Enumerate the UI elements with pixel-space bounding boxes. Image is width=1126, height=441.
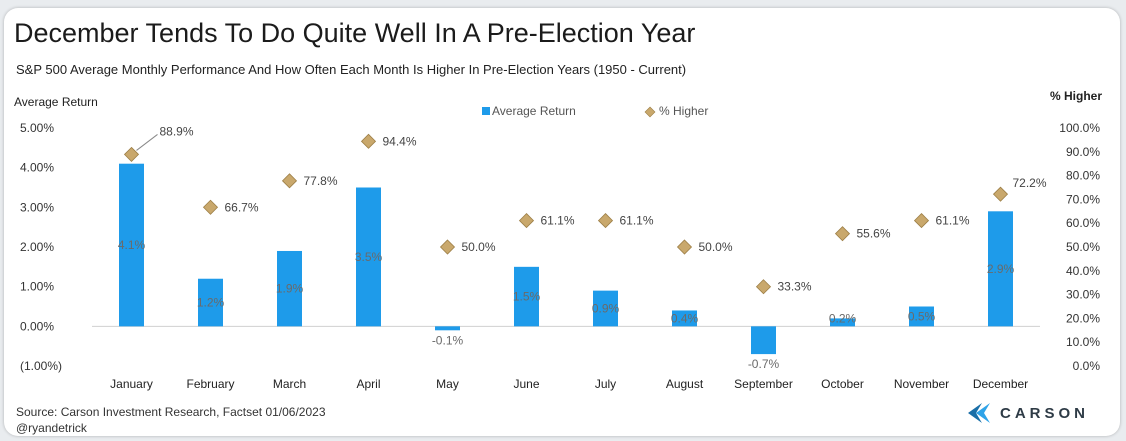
- y-axis-right-label: % Higher: [1050, 89, 1102, 103]
- y-left-tick-label: 0.00%: [20, 319, 54, 333]
- marker-data-label: 61.1%: [936, 214, 970, 228]
- marker-data-label: 88.9%: [160, 124, 194, 138]
- x-tick-label: June: [513, 377, 539, 391]
- x-tick-label: September: [734, 377, 793, 391]
- bar-average-return: [593, 290, 618, 327]
- marker-pct-higher: [676, 239, 693, 255]
- marker-pct-higher: [360, 133, 377, 149]
- x-tick-label: November: [894, 377, 949, 391]
- marker-pct-higher: [439, 239, 456, 255]
- marker-pct-higher: [755, 279, 772, 295]
- y-right-tick-label: 20.0%: [1066, 311, 1100, 325]
- y-right-tick-label: 60.0%: [1066, 216, 1100, 230]
- marker-data-label: 61.1%: [620, 214, 654, 228]
- x-tick-label: January: [110, 377, 153, 391]
- legend-swatch-bar: [482, 107, 490, 115]
- y-left-tick-label: 1.00%: [20, 280, 54, 294]
- bar-average-return: [672, 310, 697, 327]
- bar-average-return: [356, 187, 381, 327]
- y-left-tick-label: 2.00%: [20, 240, 54, 254]
- marker-pct-higher: [281, 173, 298, 189]
- x-tick-label: May: [436, 377, 459, 391]
- marker-data-label: 50.0%: [699, 240, 733, 254]
- y-right-tick-label: 90.0%: [1066, 145, 1100, 159]
- y-right-tick-label: 50.0%: [1066, 240, 1100, 254]
- y-right-tick-label: 0.0%: [1073, 359, 1101, 373]
- marker-pct-higher: [913, 213, 930, 229]
- bar-data-label: 1.2%: [197, 296, 225, 310]
- y-axis-left-label: Average Return: [14, 95, 98, 109]
- y-right-tick-label: 80.0%: [1066, 169, 1100, 183]
- bar-data-label: -0.1%: [432, 333, 464, 347]
- carson-logo: CARSON: [968, 402, 1089, 424]
- bar-data-label: 0.9%: [592, 301, 620, 315]
- marker-pct-higher: [123, 146, 140, 162]
- bar-data-label: 0.5%: [908, 309, 936, 323]
- bar-average-return: [988, 211, 1013, 327]
- marker-data-label: 33.3%: [778, 280, 812, 294]
- y-left-tick-label: 4.00%: [20, 161, 54, 175]
- x-tick-label: March: [273, 377, 306, 391]
- marker-data-label: 55.6%: [857, 227, 891, 241]
- marker-data-label: 72.2%: [1013, 176, 1047, 190]
- bar-data-label: 3.5%: [355, 250, 383, 264]
- bar-average-return: [198, 278, 223, 327]
- chart-card: [4, 8, 1120, 436]
- marker-pct-higher: [834, 226, 851, 242]
- y-right-tick-label: 10.0%: [1066, 335, 1100, 349]
- marker-data-label: 94.4%: [383, 134, 417, 148]
- bar-average-return: [909, 306, 934, 327]
- bar-data-label: 1.9%: [276, 282, 304, 296]
- marker-data-label: 50.0%: [462, 240, 496, 254]
- bar-average-return: [277, 250, 302, 327]
- chart-title: December Tends To Do Quite Well In A Pre…: [14, 18, 696, 48]
- y-left-tick-label: 3.00%: [20, 200, 54, 214]
- marker-pct-higher: [518, 213, 535, 229]
- x-tick-label: October: [821, 377, 864, 391]
- carson-logo-icon: [968, 403, 990, 423]
- bar-data-label: -0.7%: [748, 357, 780, 371]
- marker-data-label: 77.8%: [304, 174, 338, 188]
- source-note: Source: Carson Investment Research, Fact…: [16, 405, 326, 419]
- y-right-tick-label: 40.0%: [1066, 264, 1100, 278]
- marker-pct-higher: [992, 186, 1009, 202]
- y-left-tick-label: (1.00%): [20, 359, 62, 373]
- marker-pct-higher: [202, 199, 219, 215]
- bar-data-label: 4.1%: [118, 238, 146, 252]
- x-tick-label: July: [595, 377, 616, 391]
- marker-pct-higher: [597, 213, 614, 229]
- y-right-tick-label: 100.0%: [1059, 121, 1100, 135]
- bar-average-return: [119, 163, 144, 327]
- legend-label-pct-higher: % Higher: [659, 104, 708, 118]
- y-right-tick-label: 70.0%: [1066, 192, 1100, 206]
- january-label-leader-line: [136, 134, 158, 151]
- bar-average-return: [435, 326, 460, 331]
- x-tick-label: April: [356, 377, 380, 391]
- bar-average-return: [830, 318, 855, 327]
- bar-average-return: [514, 266, 539, 327]
- legend-label-average-return: Average Return: [492, 104, 576, 118]
- brand-name: CARSON: [1000, 404, 1090, 422]
- bar-data-label: 0.4%: [671, 311, 699, 325]
- marker-data-label: 61.1%: [541, 214, 575, 228]
- legend-swatch-diamond: [644, 106, 656, 118]
- bar-data-label: 0.2%: [829, 311, 857, 325]
- marker-data-label: 66.7%: [225, 200, 259, 214]
- twitter-handle: @ryandetrick: [16, 421, 87, 435]
- x-tick-label: August: [666, 377, 704, 391]
- bar-data-label: 1.5%: [513, 290, 541, 304]
- y-right-tick-label: 30.0%: [1066, 288, 1100, 302]
- x-tick-label: December: [973, 377, 1028, 391]
- chart-subtitle: S&P 500 Average Monthly Performance And …: [16, 62, 687, 77]
- x-tick-label: February: [186, 377, 234, 391]
- bar-average-return: [751, 326, 776, 355]
- y-left-tick-label: 5.00%: [20, 121, 54, 135]
- bar-data-label: 2.9%: [987, 262, 1015, 276]
